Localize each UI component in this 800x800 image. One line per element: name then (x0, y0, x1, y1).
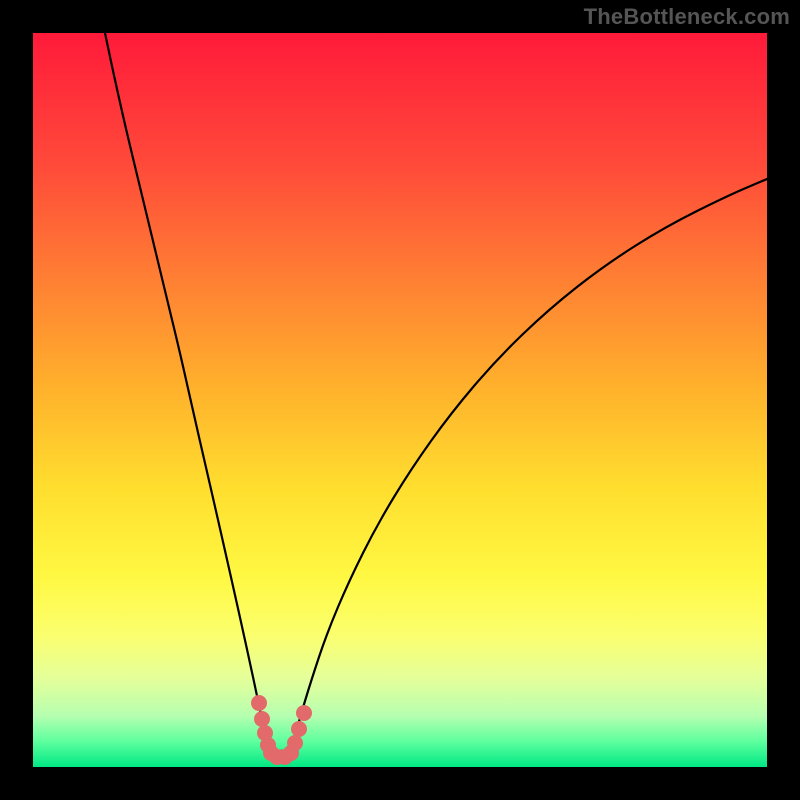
data-marker (251, 695, 267, 711)
data-marker (296, 705, 312, 721)
watermark-text: TheBottleneck.com (584, 4, 790, 30)
data-marker (291, 721, 307, 737)
data-marker (287, 735, 303, 751)
data-markers (33, 33, 767, 767)
plot-area (33, 33, 767, 767)
chart-frame: TheBottleneck.com (0, 0, 800, 800)
